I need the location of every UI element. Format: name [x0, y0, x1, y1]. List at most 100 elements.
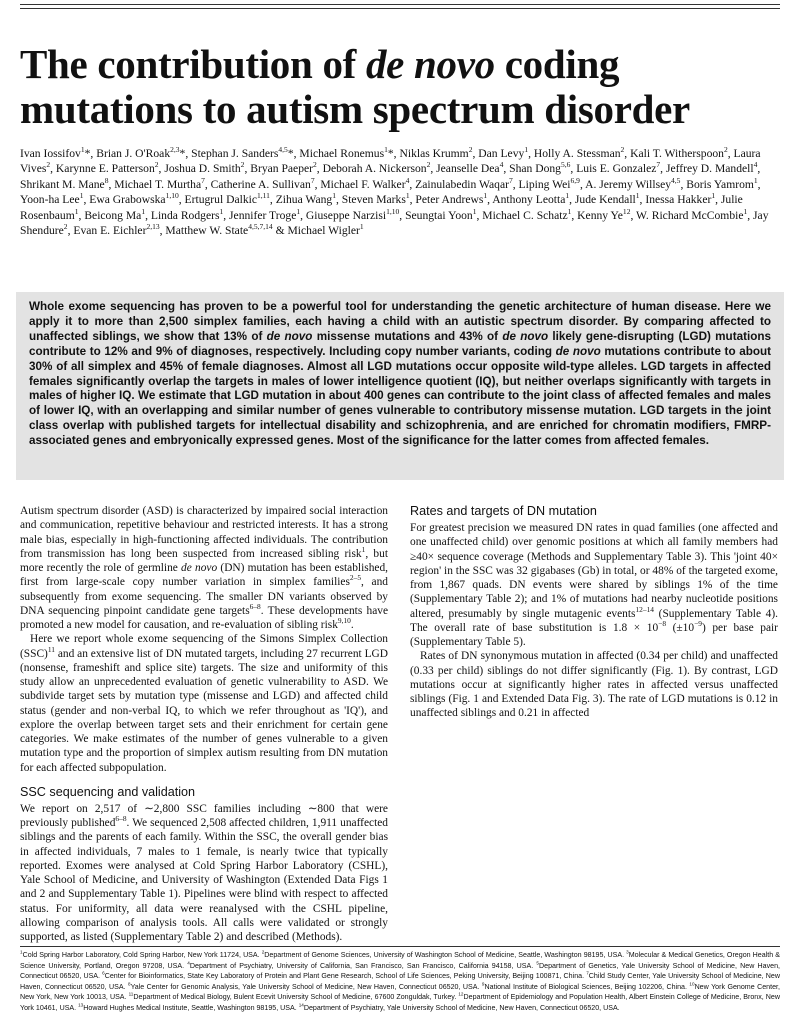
superscript: 5: [536, 960, 539, 966]
superscript: 4,5,7,14: [248, 222, 273, 232]
text-run: Yale Center for Genomic Analysis, Yale U…: [130, 982, 482, 991]
superscript: 5,6: [560, 160, 571, 170]
top-rule: [20, 4, 780, 5]
text-run: (DN) mutation has been established, firs…: [20, 562, 388, 589]
superscript: 1: [384, 145, 388, 155]
text-run: , Shrikant M. Mane: [20, 162, 761, 191]
text-run: . We sequenced 2,508 affected children, …: [20, 817, 389, 943]
superscript: 1: [635, 191, 640, 201]
text-run: Here we report whole exome sequencing of…: [20, 633, 388, 660]
text-run: , Liping Wei: [512, 177, 571, 191]
body: Autism spectrum disorder (ASD) is charac…: [20, 504, 778, 947]
text-run: The contribution of: [20, 41, 366, 87]
text-run: & Michael Wigler: [272, 224, 360, 238]
text-run: Rates of DN synonymous mutation in affec…: [410, 650, 778, 720]
superscript: 1: [361, 544, 366, 554]
text-run: , Karynne E. Patterson: [50, 162, 155, 176]
text-run: We report on 2,517 of ∼2,800 SSC familie…: [20, 802, 388, 829]
superscript: 2: [240, 160, 245, 170]
superscript: 6: [102, 970, 105, 976]
text-run: Howard Hughes Medical Institute, Seattle…: [83, 1003, 299, 1012]
superscript: 4: [187, 960, 190, 966]
text-run: Autism spectrum disorder (ASD) is charac…: [20, 505, 388, 560]
italic-run: de novo: [181, 562, 218, 574]
superscript: 4: [499, 160, 504, 170]
superscript: 7: [586, 970, 589, 976]
superscript: 2,13: [146, 222, 160, 232]
superscript: −9: [694, 618, 702, 628]
superscript: 4,5: [671, 175, 681, 185]
text-run: , Julie Rosenbaum: [20, 193, 743, 222]
superscript: 6,9: [570, 175, 580, 185]
superscript: 7: [310, 175, 315, 185]
text-run: , Kenny Ye: [571, 208, 623, 222]
text-run: , Laura Vives: [20, 147, 761, 176]
text-run: Department of Genetics, Yale University …: [20, 961, 780, 981]
superscript: 7: [656, 160, 661, 170]
text-run: , Beicong Ma: [78, 208, 142, 222]
text-run: , Zihua Wang: [269, 193, 333, 207]
superscript: 2: [426, 160, 431, 170]
text-run: , Yoon-ha Lee: [20, 177, 761, 207]
section-heading: SSC sequencing and validation: [20, 784, 196, 799]
superscript: 3: [626, 949, 629, 955]
text-run: (Supplementary Table 4). The overall rat…: [410, 607, 779, 634]
text-run: Molecular & Medical Genetics, Oregon Hea…: [20, 951, 780, 970]
text-run: , Michael T. Murtha: [108, 177, 202, 191]
superscript: 4: [753, 160, 758, 170]
text-run: mutations contribute to about 30% of all…: [29, 344, 772, 448]
text-run: , Linda Rodgers: [145, 208, 220, 222]
superscript: 9,10: [337, 616, 351, 626]
section-heading: Rates and targets of DN mutation: [410, 504, 597, 518]
paragraph: Rates of DN synonymous mutation in affec…: [410, 649, 778, 720]
superscript: 1: [332, 191, 336, 201]
superscript: 12: [622, 206, 631, 216]
superscript: 1: [20, 949, 23, 955]
superscript: 7: [201, 175, 205, 185]
text-run: , Ertugrul Dalkic: [178, 193, 257, 207]
text-run: coding mutations to autism spectrum diso…: [20, 41, 690, 132]
text-run: , Holly A. Stessman: [528, 147, 621, 160]
superscript: 1: [296, 206, 301, 216]
superscript: 1: [567, 206, 572, 216]
text-run: , Luis E. Gonzalez: [570, 162, 657, 176]
text-run: Department of Psychiatry, Yale Universit…: [303, 1003, 620, 1012]
text-run: missense mutations and 43% of: [312, 329, 503, 343]
text-run: *, Niklas Krumm: [387, 147, 469, 160]
italic-run: de novo: [266, 329, 313, 343]
text-run: , Dan Levy: [472, 147, 525, 160]
superscript: 2: [723, 145, 728, 155]
superscript: 11: [47, 644, 55, 654]
superscript: 1: [472, 206, 477, 216]
superscript: 6–8: [249, 601, 261, 611]
superscript: 1: [359, 222, 364, 232]
superscript: 1: [483, 191, 488, 201]
text-run: , Zainulabedin Waqar: [409, 177, 509, 191]
text-run: ) per base pair (Supplementary Table 5).: [410, 621, 778, 648]
text-run: *, Brian J. O'Roak: [84, 147, 171, 160]
text-run: and an extensive list of DN mutated targ…: [20, 647, 388, 774]
text-run: , Boris Yamrom: [680, 177, 754, 191]
title: The contribution of de novo coding mutat…: [20, 42, 780, 132]
text-run: , Giuseppe Narzisi: [300, 208, 387, 222]
text-run: , A. Jeremy Willsey: [579, 177, 672, 191]
superscript: 1: [743, 206, 748, 216]
superscript: 1: [219, 206, 224, 216]
text-run: , Seungtai Yoon: [399, 208, 473, 222]
superscript: 2–5: [349, 573, 362, 583]
text-run: , Catherine A. Sullivan: [204, 177, 311, 191]
text-run: Department of Medical Biology, Bulent Ec…: [133, 993, 459, 1002]
superscript: 1: [74, 206, 79, 216]
paragraph: For greatest precision we measured DN ra…: [410, 521, 778, 649]
text-run: Cold Spring Harbor Laboratory, Cold Spri…: [22, 951, 262, 959]
text-run: , but more recently the role of germline: [20, 547, 388, 574]
superscript: 7: [508, 175, 513, 185]
superscript: 2: [261, 949, 265, 955]
superscript: 2: [313, 160, 317, 170]
text-run: Department of Genome Sciences, Universit…: [264, 951, 627, 959]
superscript: 12–14: [635, 604, 654, 614]
text-run: , Inessa Hakker: [639, 193, 712, 207]
text-run: .: [350, 619, 354, 631]
paragraph: We report on 2,517 of ∼2,800 SSC familie…: [20, 802, 388, 945]
superscript: 1,11: [257, 191, 270, 201]
